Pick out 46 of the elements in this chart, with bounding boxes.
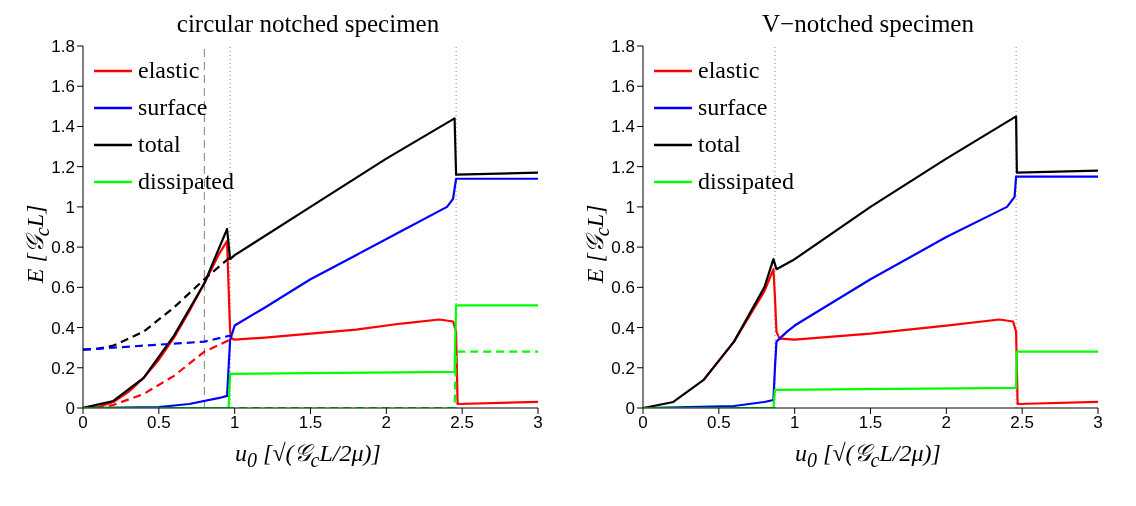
y-tick-label: 0.6 (611, 278, 635, 298)
legend-label: surface (138, 93, 208, 122)
y-tick-label: 0.8 (611, 238, 635, 258)
y-tick-label: 1.8 (611, 37, 635, 57)
x-tick-label: 1.5 (298, 413, 323, 433)
x-axis-title: u$_{0}$ [√(𝒢$_{c}$L/2μ)] (794, 440, 942, 472)
chart-title: circular notched specimen (175, 10, 441, 38)
legend-label: surface (698, 93, 768, 122)
x-tick-label: 0.5 (707, 413, 731, 433)
legend-label: dissipated (138, 167, 234, 196)
y-tick-label: 0.4 (51, 318, 75, 338)
x-tick-label: 0 (78, 413, 88, 433)
y-tick-label: 1.2 (611, 157, 635, 177)
y-tick-label: 1 (65, 197, 75, 217)
y-tick-label: 1.6 (51, 77, 75, 97)
y-tick-label: 1.2 (51, 157, 75, 177)
x-tick-label: 0.5 (147, 413, 171, 433)
y-tick-label: 0.4 (611, 318, 635, 338)
x-tick-label: 1 (229, 413, 240, 433)
legend-label: total (698, 130, 741, 159)
y-tick-label: 0.8 (51, 238, 75, 258)
y-tick-label: 1.4 (611, 117, 635, 137)
x-tick-label: 0 (638, 413, 648, 433)
legend-label: elastic (698, 56, 760, 85)
x-tick-label: 1 (789, 413, 800, 433)
y-tick-label: 0.2 (611, 358, 635, 378)
x-tick-label: 2.5 (1010, 413, 1034, 433)
x-axis-title: u$_{0}$ [√(𝒢$_{c}$L/2μ)] (234, 440, 382, 472)
x-tick-label: 2 (381, 413, 392, 433)
y-tick-label: 0 (65, 399, 75, 419)
legend-label: total (138, 130, 181, 159)
y-tick-label: 1.8 (51, 37, 75, 57)
y-tick-label: 0.2 (51, 358, 75, 378)
y-tick-label: 0 (625, 399, 635, 419)
x-tick-label: 1.5 (858, 413, 883, 433)
legend-label: dissipated (698, 167, 794, 196)
x-tick-label: 3 (533, 413, 543, 433)
x-tick-label: 3 (1093, 413, 1103, 433)
legend-label: elastic (138, 56, 200, 85)
x-tick-label: 2 (941, 413, 952, 433)
y-tick-label: 1 (625, 197, 635, 217)
y-tick-label: 1.6 (611, 77, 635, 97)
y-tick-label: 0.6 (51, 278, 75, 298)
chart-title: V−notched specimen (761, 10, 975, 38)
y-tick-label: 1.4 (51, 117, 75, 137)
x-tick-label: 2.5 (450, 413, 474, 433)
